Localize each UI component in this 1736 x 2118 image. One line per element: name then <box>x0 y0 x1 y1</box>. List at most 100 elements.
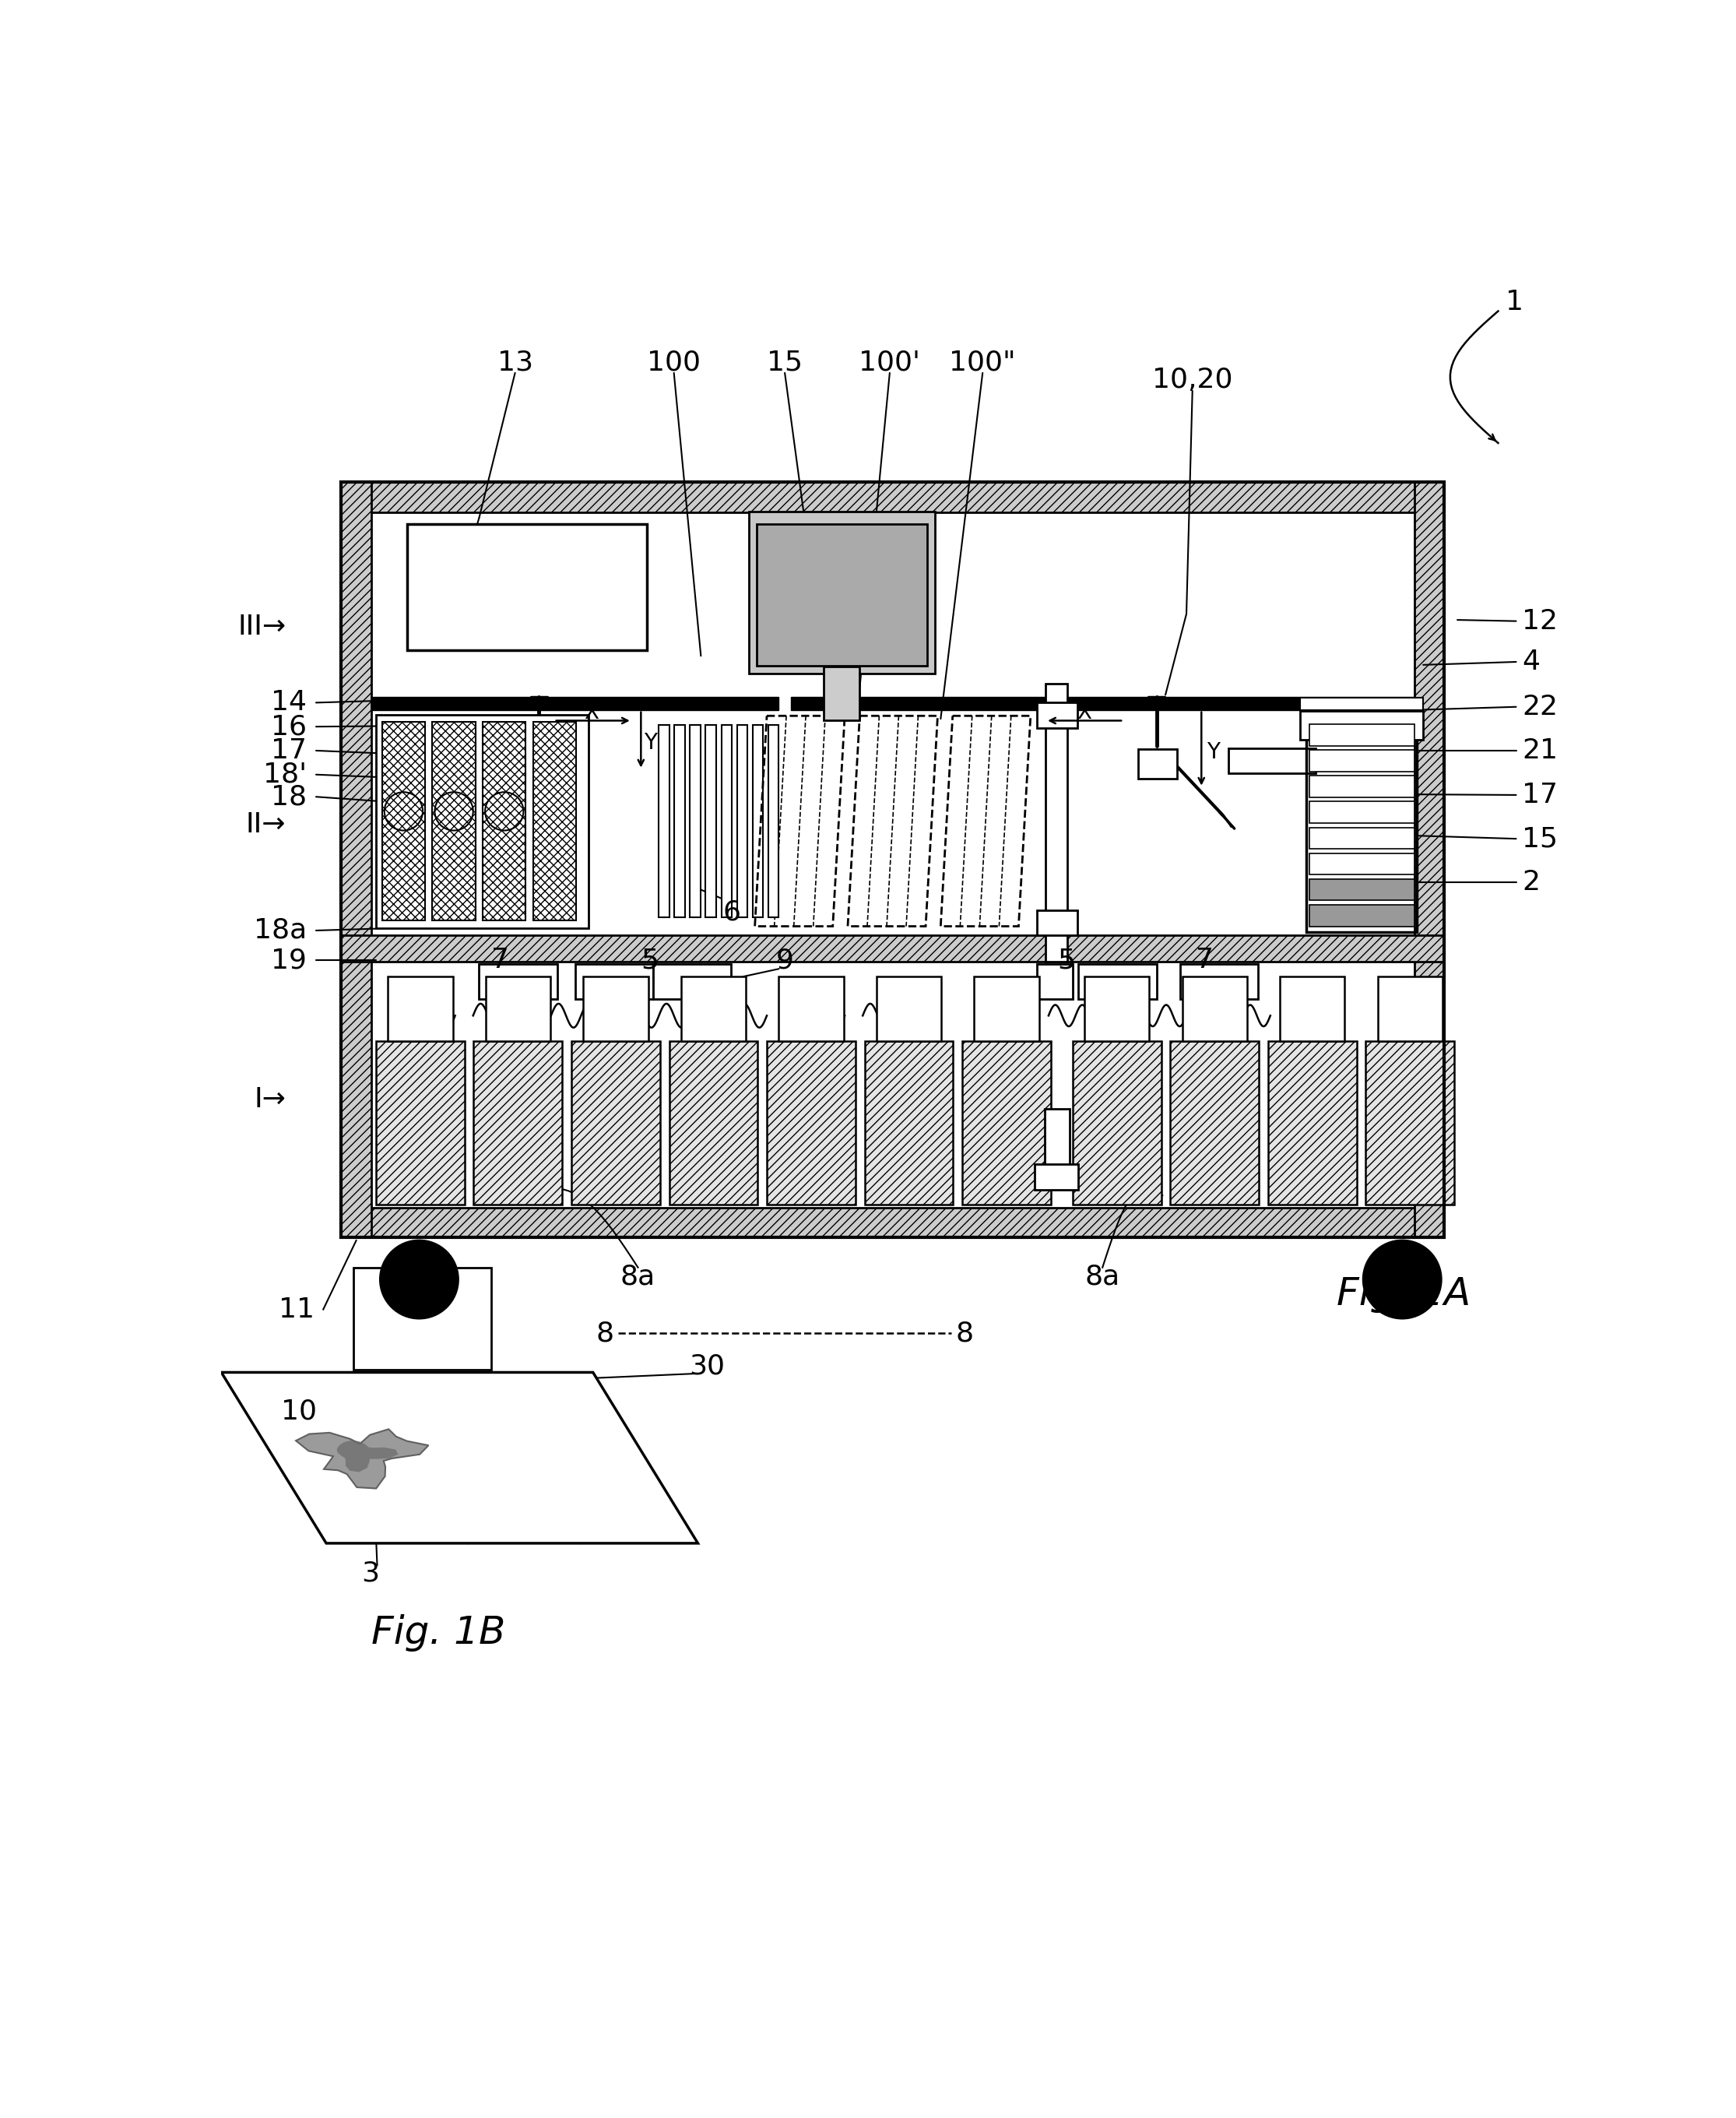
Polygon shape <box>295 1430 429 1489</box>
Bar <box>1366 1042 1455 1205</box>
Bar <box>342 483 1444 1237</box>
Bar <box>767 724 779 917</box>
Bar <box>705 724 717 917</box>
Bar <box>1139 750 1177 779</box>
Text: 14: 14 <box>271 690 307 716</box>
Bar <box>1182 976 1246 1042</box>
Text: 16: 16 <box>271 714 307 739</box>
Bar <box>668 1042 759 1205</box>
Bar <box>877 976 941 1042</box>
Bar <box>779 976 844 1042</box>
Bar <box>653 964 731 1000</box>
Text: Fig. 1A: Fig. 1A <box>1337 1275 1470 1313</box>
Text: 7: 7 <box>491 947 509 974</box>
Bar <box>681 976 746 1042</box>
Bar <box>1045 1110 1069 1184</box>
Bar <box>408 523 648 650</box>
Text: 10: 10 <box>281 1398 318 1425</box>
Circle shape <box>1363 1241 1441 1317</box>
Bar <box>1036 703 1078 729</box>
Bar <box>1305 718 1417 932</box>
Text: 5: 5 <box>1057 947 1076 974</box>
Text: 18a: 18a <box>253 917 307 945</box>
Bar <box>757 523 927 665</box>
Text: Fig. 1B: Fig. 1B <box>372 1614 505 1652</box>
Text: 100: 100 <box>648 349 701 375</box>
Text: 17: 17 <box>1522 782 1557 809</box>
Bar <box>1415 483 1444 1237</box>
Bar <box>479 964 557 1000</box>
Text: 11: 11 <box>278 1296 314 1322</box>
Bar <box>1309 854 1415 875</box>
Text: 9: 9 <box>776 947 793 974</box>
Bar <box>1085 976 1149 1042</box>
Bar <box>1300 697 1424 710</box>
Bar <box>342 483 1444 513</box>
Text: 13: 13 <box>496 349 533 375</box>
Polygon shape <box>222 1372 698 1544</box>
Text: 5: 5 <box>641 947 660 974</box>
Bar <box>377 1042 465 1205</box>
Bar <box>483 722 526 921</box>
Bar <box>1036 964 1073 1000</box>
Bar <box>1309 828 1415 849</box>
Text: III→: III→ <box>238 614 286 640</box>
Text: 30: 30 <box>689 1353 726 1379</box>
Text: 22: 22 <box>1522 693 1557 720</box>
Text: X: X <box>583 701 599 724</box>
Bar <box>1036 911 1078 936</box>
Text: 18': 18' <box>262 760 307 788</box>
Polygon shape <box>337 1440 398 1472</box>
Text: 18: 18 <box>271 784 307 809</box>
Text: II→: II→ <box>247 811 286 839</box>
Bar <box>962 1042 1050 1205</box>
Bar <box>474 1042 562 1205</box>
Bar <box>583 976 648 1042</box>
Text: 100': 100' <box>859 349 920 375</box>
Bar <box>1309 801 1415 824</box>
Bar <box>571 1042 660 1205</box>
Bar <box>1180 964 1259 1000</box>
Bar <box>792 697 1415 710</box>
Bar <box>377 714 589 928</box>
Bar <box>675 724 686 917</box>
Bar <box>1378 976 1443 1042</box>
Text: Y: Y <box>1207 741 1220 762</box>
Text: 1: 1 <box>1505 288 1524 316</box>
Bar <box>865 1042 953 1205</box>
Bar <box>575 964 653 1000</box>
Bar <box>1309 750 1415 771</box>
Bar <box>1078 964 1156 1000</box>
Bar <box>974 976 1038 1042</box>
Bar <box>1170 1042 1259 1205</box>
Bar <box>1035 1165 1078 1190</box>
Text: 8a: 8a <box>1085 1262 1120 1290</box>
Text: 8a: 8a <box>620 1262 656 1290</box>
Bar <box>736 724 748 917</box>
Text: Y: Y <box>644 733 658 754</box>
Text: X: X <box>1076 701 1092 724</box>
Text: 2: 2 <box>1522 868 1540 896</box>
Bar <box>1045 684 1068 962</box>
Text: 21: 21 <box>1522 737 1557 765</box>
Bar <box>1300 712 1424 739</box>
Bar <box>1309 775 1415 796</box>
Bar <box>720 724 733 917</box>
Bar <box>533 722 576 921</box>
Bar <box>372 697 779 710</box>
Bar <box>691 724 701 917</box>
Text: 6: 6 <box>724 900 741 926</box>
Bar <box>752 724 764 917</box>
Bar <box>767 1042 856 1205</box>
Bar <box>1309 904 1415 926</box>
Bar <box>1279 976 1345 1042</box>
Bar <box>387 976 453 1042</box>
Text: 4: 4 <box>1522 648 1540 676</box>
Bar <box>1229 748 1316 773</box>
Circle shape <box>380 1241 458 1317</box>
Bar <box>1267 1042 1356 1205</box>
Text: 8: 8 <box>955 1320 974 1347</box>
Text: 7: 7 <box>1196 947 1213 974</box>
Bar <box>342 1207 1444 1237</box>
Bar <box>352 1267 491 1370</box>
